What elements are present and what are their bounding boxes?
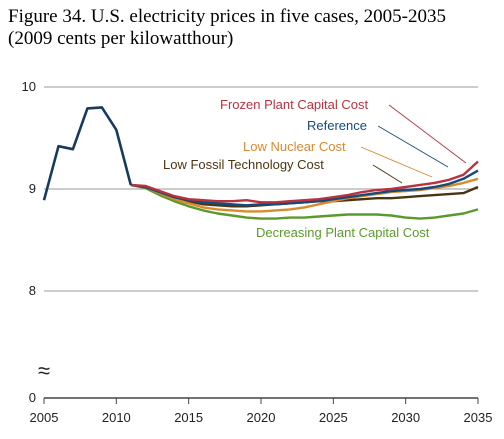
label-leader-line: [377, 125, 449, 168]
chart-subtitle: (2009 cents per kilowatthour): [8, 28, 234, 49]
history-line: [42, 106, 133, 201]
axis-break-icon: ≈: [38, 358, 50, 383]
y-tick-label: 10: [22, 79, 36, 94]
x-tick-label: 2035: [464, 410, 493, 425]
x-tick-label: 2010: [102, 410, 131, 425]
y-tick-label: 9: [29, 181, 36, 196]
series-label: Reference: [307, 118, 367, 133]
y-tick-label: 8: [29, 283, 36, 298]
label-leader-line: [372, 164, 403, 184]
x-tick-label: 2015: [174, 410, 203, 425]
series-label: Frozen Plant Capital Cost: [220, 97, 369, 112]
series-label: Low Fossil Technology Cost: [163, 157, 324, 172]
series-line: [130, 160, 479, 204]
x-tick-label: 2025: [319, 410, 348, 425]
chart-title: Figure 34. U.S. electricity prices in fi…: [8, 6, 446, 50]
label-leader-line: [360, 146, 433, 178]
series-line: [130, 183, 479, 220]
series-label: Low Nuclear Cost: [243, 139, 346, 154]
series-label: Decreasing Plant Capital Cost: [256, 225, 430, 240]
x-tick-label: 2005: [30, 410, 59, 425]
x-tick-label: 2020: [247, 410, 276, 425]
chart-title-main: Figure 34. U.S. electricity prices in fi…: [8, 6, 446, 27]
y-tick-label: 0: [29, 390, 36, 405]
x-tick-label: 2030: [391, 410, 420, 425]
label-leader-line: [388, 104, 467, 164]
